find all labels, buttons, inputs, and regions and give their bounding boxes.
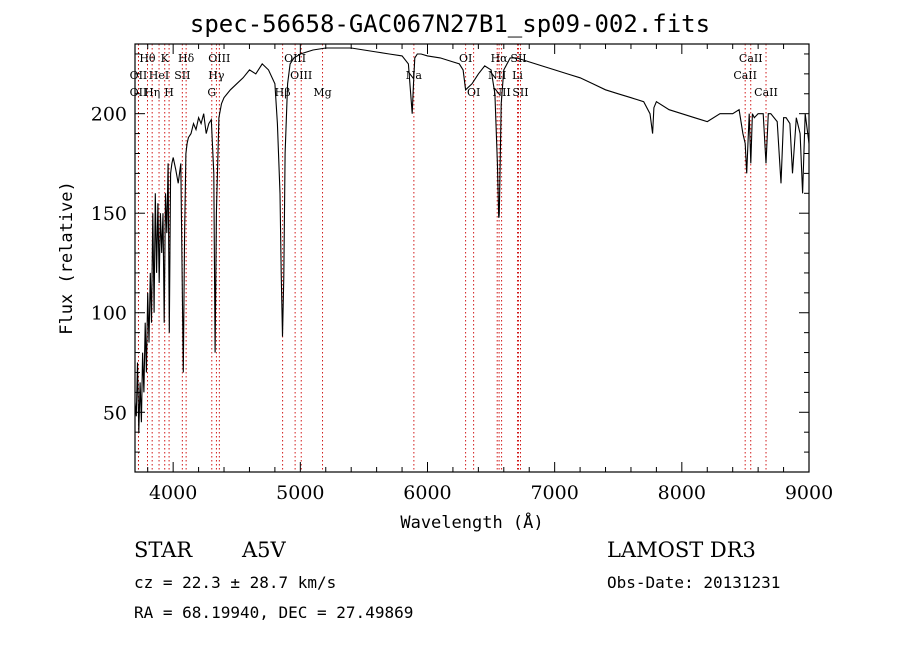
chart-title: spec-56658-GAC067N27B1_sp09-002.fits <box>189 10 711 38</box>
line-marker-label-1: Hθ <box>139 52 156 65</box>
line-marker-label-2: OII <box>130 69 148 82</box>
x-tick-label-0: 4000 <box>149 482 197 504</box>
obs-date: Obs-Date: 20131231 <box>607 573 781 592</box>
line-marker-label-9: OIII <box>208 52 230 65</box>
line-markers <box>137 44 767 472</box>
plot-frame <box>134 43 810 473</box>
y-tick-label-3: 200 <box>91 104 127 126</box>
x-tick-label-5: 9000 <box>785 482 833 504</box>
y-axis-label: Flux (relative) <box>57 181 77 335</box>
line-marker-label-17: OI <box>459 52 472 65</box>
line-marker-label-18: OI <box>467 86 480 99</box>
line-marker-label-10: Hγ <box>208 69 225 82</box>
line-marker-label-13: OIII <box>284 52 306 65</box>
line-marker-label-25: CaII <box>733 69 757 82</box>
line-marker-label-5: K <box>161 52 170 65</box>
line-marker-label-26: CaII <box>739 52 763 65</box>
line-marker-label-14: OIII <box>290 69 312 82</box>
line-marker-label-6: SII <box>174 69 190 82</box>
x-tick-label-3: 7000 <box>530 482 578 504</box>
y-axis: 50 100 150 200 <box>91 53 809 453</box>
y-tick-label-2: 150 <box>91 203 127 225</box>
line-marker-label-15: Mg <box>313 86 331 99</box>
x-tick-label-2: 6000 <box>403 482 451 504</box>
line-marker-label-7: H <box>164 86 174 99</box>
line-marker-label-0: OII <box>130 86 148 99</box>
line-marker-label-19: Hα <box>491 52 509 65</box>
line-marker-label-3: HeI <box>149 69 169 82</box>
line-marker-label-8: Hδ <box>178 52 195 65</box>
line-marker-label-24: SII <box>512 86 528 99</box>
object-class: STAR <box>134 538 193 562</box>
x-axis: 4000 5000 6000 7000 8000 9000 <box>147 44 833 504</box>
line-marker-label-12: Hβ <box>275 86 291 99</box>
line-marker-label-27: CaII <box>754 86 778 99</box>
survey-name: LAMOST DR3 <box>607 538 756 562</box>
y-tick-label-1: 100 <box>91 303 127 325</box>
y-tick-label-0: 50 <box>103 402 127 424</box>
line-marker-label-4: Hη <box>144 86 160 99</box>
x-tick-label-1: 5000 <box>276 482 324 504</box>
line-marker-label-23: Li <box>512 69 523 82</box>
line-marker-label-11: G <box>207 86 216 99</box>
x-tick-label-4: 8000 <box>658 482 706 504</box>
flux-series-line <box>134 47 810 433</box>
object-subclass: A5V <box>242 538 286 562</box>
x-axis-label: Wavelength (Å) <box>400 511 543 533</box>
ra-dec: RA = 68.19940, DEC = 27.49869 <box>134 603 414 622</box>
redshift-cz: cz = 22.3 ± 28.7 km/s <box>134 573 337 592</box>
